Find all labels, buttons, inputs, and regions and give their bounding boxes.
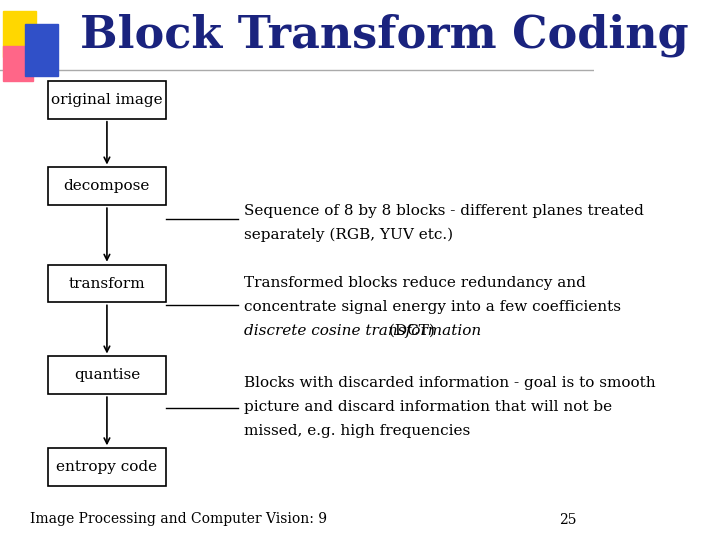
Text: Blocks with discarded information - goal is to smooth: Blocks with discarded information - goal… [243,376,655,390]
Text: transform: transform [68,276,145,291]
Bar [48,167,166,205]
Bar [48,265,166,302]
Text: quantise: quantise [74,368,140,382]
Text: Sequence of 8 by 8 blocks - different planes treated: Sequence of 8 by 8 blocks - different pl… [243,204,644,218]
Text: decompose: decompose [64,179,150,193]
Text: concentrate signal energy into a few coefficients: concentrate signal energy into a few coe… [243,300,621,314]
Text: Transformed blocks reduce redundancy and: Transformed blocks reduce redundancy and [243,276,585,291]
Text: picture and discard information that will not be: picture and discard information that wil… [243,400,612,414]
Bar [48,356,166,394]
Text: original image: original image [51,93,163,107]
Text: 25: 25 [559,512,576,526]
Text: missed, e.g. high frequencies: missed, e.g. high frequencies [243,424,470,438]
Text: entropy code: entropy code [56,460,158,474]
Text: Block Transform Coding: Block Transform Coding [80,14,689,57]
Bar [3,11,36,57]
Bar [25,24,58,76]
Text: separately (RGB, YUV etc.): separately (RGB, YUV etc.) [243,228,453,242]
Bar [48,448,166,486]
Text: Image Processing and Computer Vision: 9: Image Processing and Computer Vision: 9 [30,512,327,526]
Text: (DCT): (DCT) [384,324,435,338]
Bar [3,46,32,81]
Text: discrete cosine transformation: discrete cosine transformation [243,324,481,338]
Bar [48,81,166,119]
